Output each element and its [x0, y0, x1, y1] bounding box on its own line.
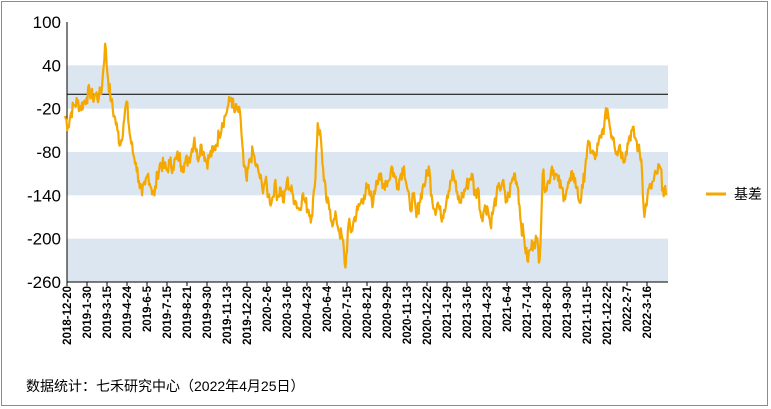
- y-tick-label: 100: [33, 13, 61, 32]
- x-tick-label: 2019-1-30: [82, 286, 94, 338]
- y-tick-label: -260: [27, 273, 61, 292]
- series-group: [63, 42, 668, 269]
- y-tick-label: -140: [27, 186, 61, 205]
- x-tick-label: 2019-11-13: [222, 286, 234, 344]
- x-tick-label: 2021-1-29: [442, 286, 454, 338]
- x-tick-label: 2019-9-30: [202, 286, 214, 338]
- y-tick-label: -20: [36, 100, 61, 119]
- x-tick-label: 2019-12-20: [242, 286, 254, 345]
- y-tick-label: -80: [36, 143, 61, 162]
- x-tick-label: 2021-4-23: [482, 286, 494, 338]
- y-axis-ticks: 100 40 -20 -80 -140 -200 -260: [27, 13, 61, 292]
- legend-label: 基差: [734, 186, 762, 202]
- x-tick-label: 2021-11-15: [582, 285, 594, 344]
- x-tick-label: 2020-4-23: [302, 286, 314, 338]
- x-tick-label: 2019-7-15: [162, 285, 174, 338]
- x-tick-label: 2022-3-16: [642, 286, 654, 338]
- x-tick-label: 2021-7-14: [522, 285, 534, 338]
- x-tick-label: 2020-7-15: [342, 285, 354, 338]
- x-tick-label: 2021-12-22: [602, 286, 614, 345]
- x-tick-label: 2019-3-15: [102, 285, 114, 338]
- x-tick-label: 2020-3-16: [282, 286, 294, 338]
- x-tick-label: 2021-6-4: [502, 285, 514, 332]
- x-tick-label: 2019-4-24: [122, 285, 134, 338]
- x-tick-label: 2020-8-21: [362, 285, 374, 338]
- x-tick-label: 2018-12-20: [62, 286, 74, 345]
- x-tick-label: 2019-8-21: [182, 285, 194, 338]
- x-tick-label: 2020-9-29: [382, 286, 394, 338]
- x-tick-label: 2021-9-30: [562, 286, 574, 338]
- x-tick-label: 2020-6-4: [322, 285, 334, 332]
- series-line: [63, 42, 668, 269]
- x-axis-ticks: 2018-12-20 2019-1-30 2019-3-15 2019-4-24 201…: [62, 282, 654, 345]
- grid-band: [67, 65, 668, 109]
- legend: 基差: [706, 186, 762, 202]
- x-tick-label: 2021-3-16: [462, 286, 474, 338]
- x-tick-label: 2020-12-22: [422, 286, 434, 345]
- x-tick-label: 2020-2-6: [262, 286, 274, 332]
- x-tick-label: 2022-2-7: [622, 286, 634, 332]
- y-tick-label: -200: [27, 230, 61, 249]
- source-note: 数据统计：七禾研究中心（2022年4月25日）: [26, 378, 305, 394]
- x-tick-label: 2020-11-13: [402, 286, 414, 344]
- y-tick-label: 40: [42, 56, 61, 75]
- grid-band: [67, 238, 668, 282]
- x-tick-label: 2021-8-20: [542, 286, 554, 338]
- x-tick-label: 2019-6-5: [142, 285, 154, 332]
